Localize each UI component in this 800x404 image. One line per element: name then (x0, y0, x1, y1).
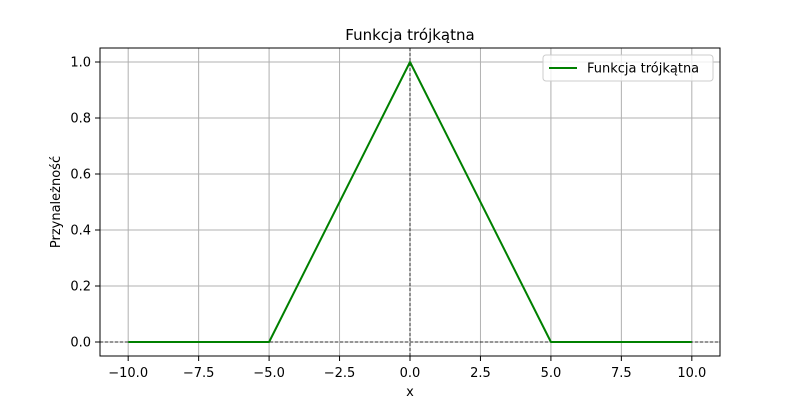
chart-title: Funkcja trójkątna (345, 26, 474, 44)
y-tick-label: 0.6 (70, 168, 91, 183)
x-tick-label: 7.5 (611, 366, 632, 381)
series-line (128, 61, 692, 343)
y-tick-label: 0.0 (70, 336, 91, 351)
x-tick-label: 0.0 (400, 366, 421, 381)
y-tick-label: 0.2 (70, 280, 91, 295)
x-tick-label: 2.5 (470, 366, 491, 381)
x-axis-label: x (406, 385, 414, 400)
legend-box (542, 54, 714, 82)
legend-label: Funkcja trójkątna (587, 62, 699, 77)
axis-ticks: −10.0 −7.5 −5.0 −2.5 0.0 2.5 5.0 7.5 10.0 0.0 0.2 0… (70, 56, 706, 382)
x-tick-label: −7.5 (183, 366, 215, 381)
series-layer (128, 61, 692, 343)
y-tick-label: 0.8 (70, 112, 91, 127)
legend: Funkcja trójkątna (542, 54, 714, 82)
x-tick-label: −5.0 (253, 366, 285, 381)
x-tick-label: −10.0 (108, 366, 148, 381)
y-tick-label: 1.0 (70, 56, 91, 71)
x-tick-label: 5.0 (541, 366, 562, 381)
x-tick-label: 10.0 (677, 366, 706, 381)
y-axis-label: Przynależność (49, 156, 64, 248)
y-tick-label: 0.4 (70, 224, 91, 239)
x-tick-label: −2.5 (324, 366, 356, 381)
